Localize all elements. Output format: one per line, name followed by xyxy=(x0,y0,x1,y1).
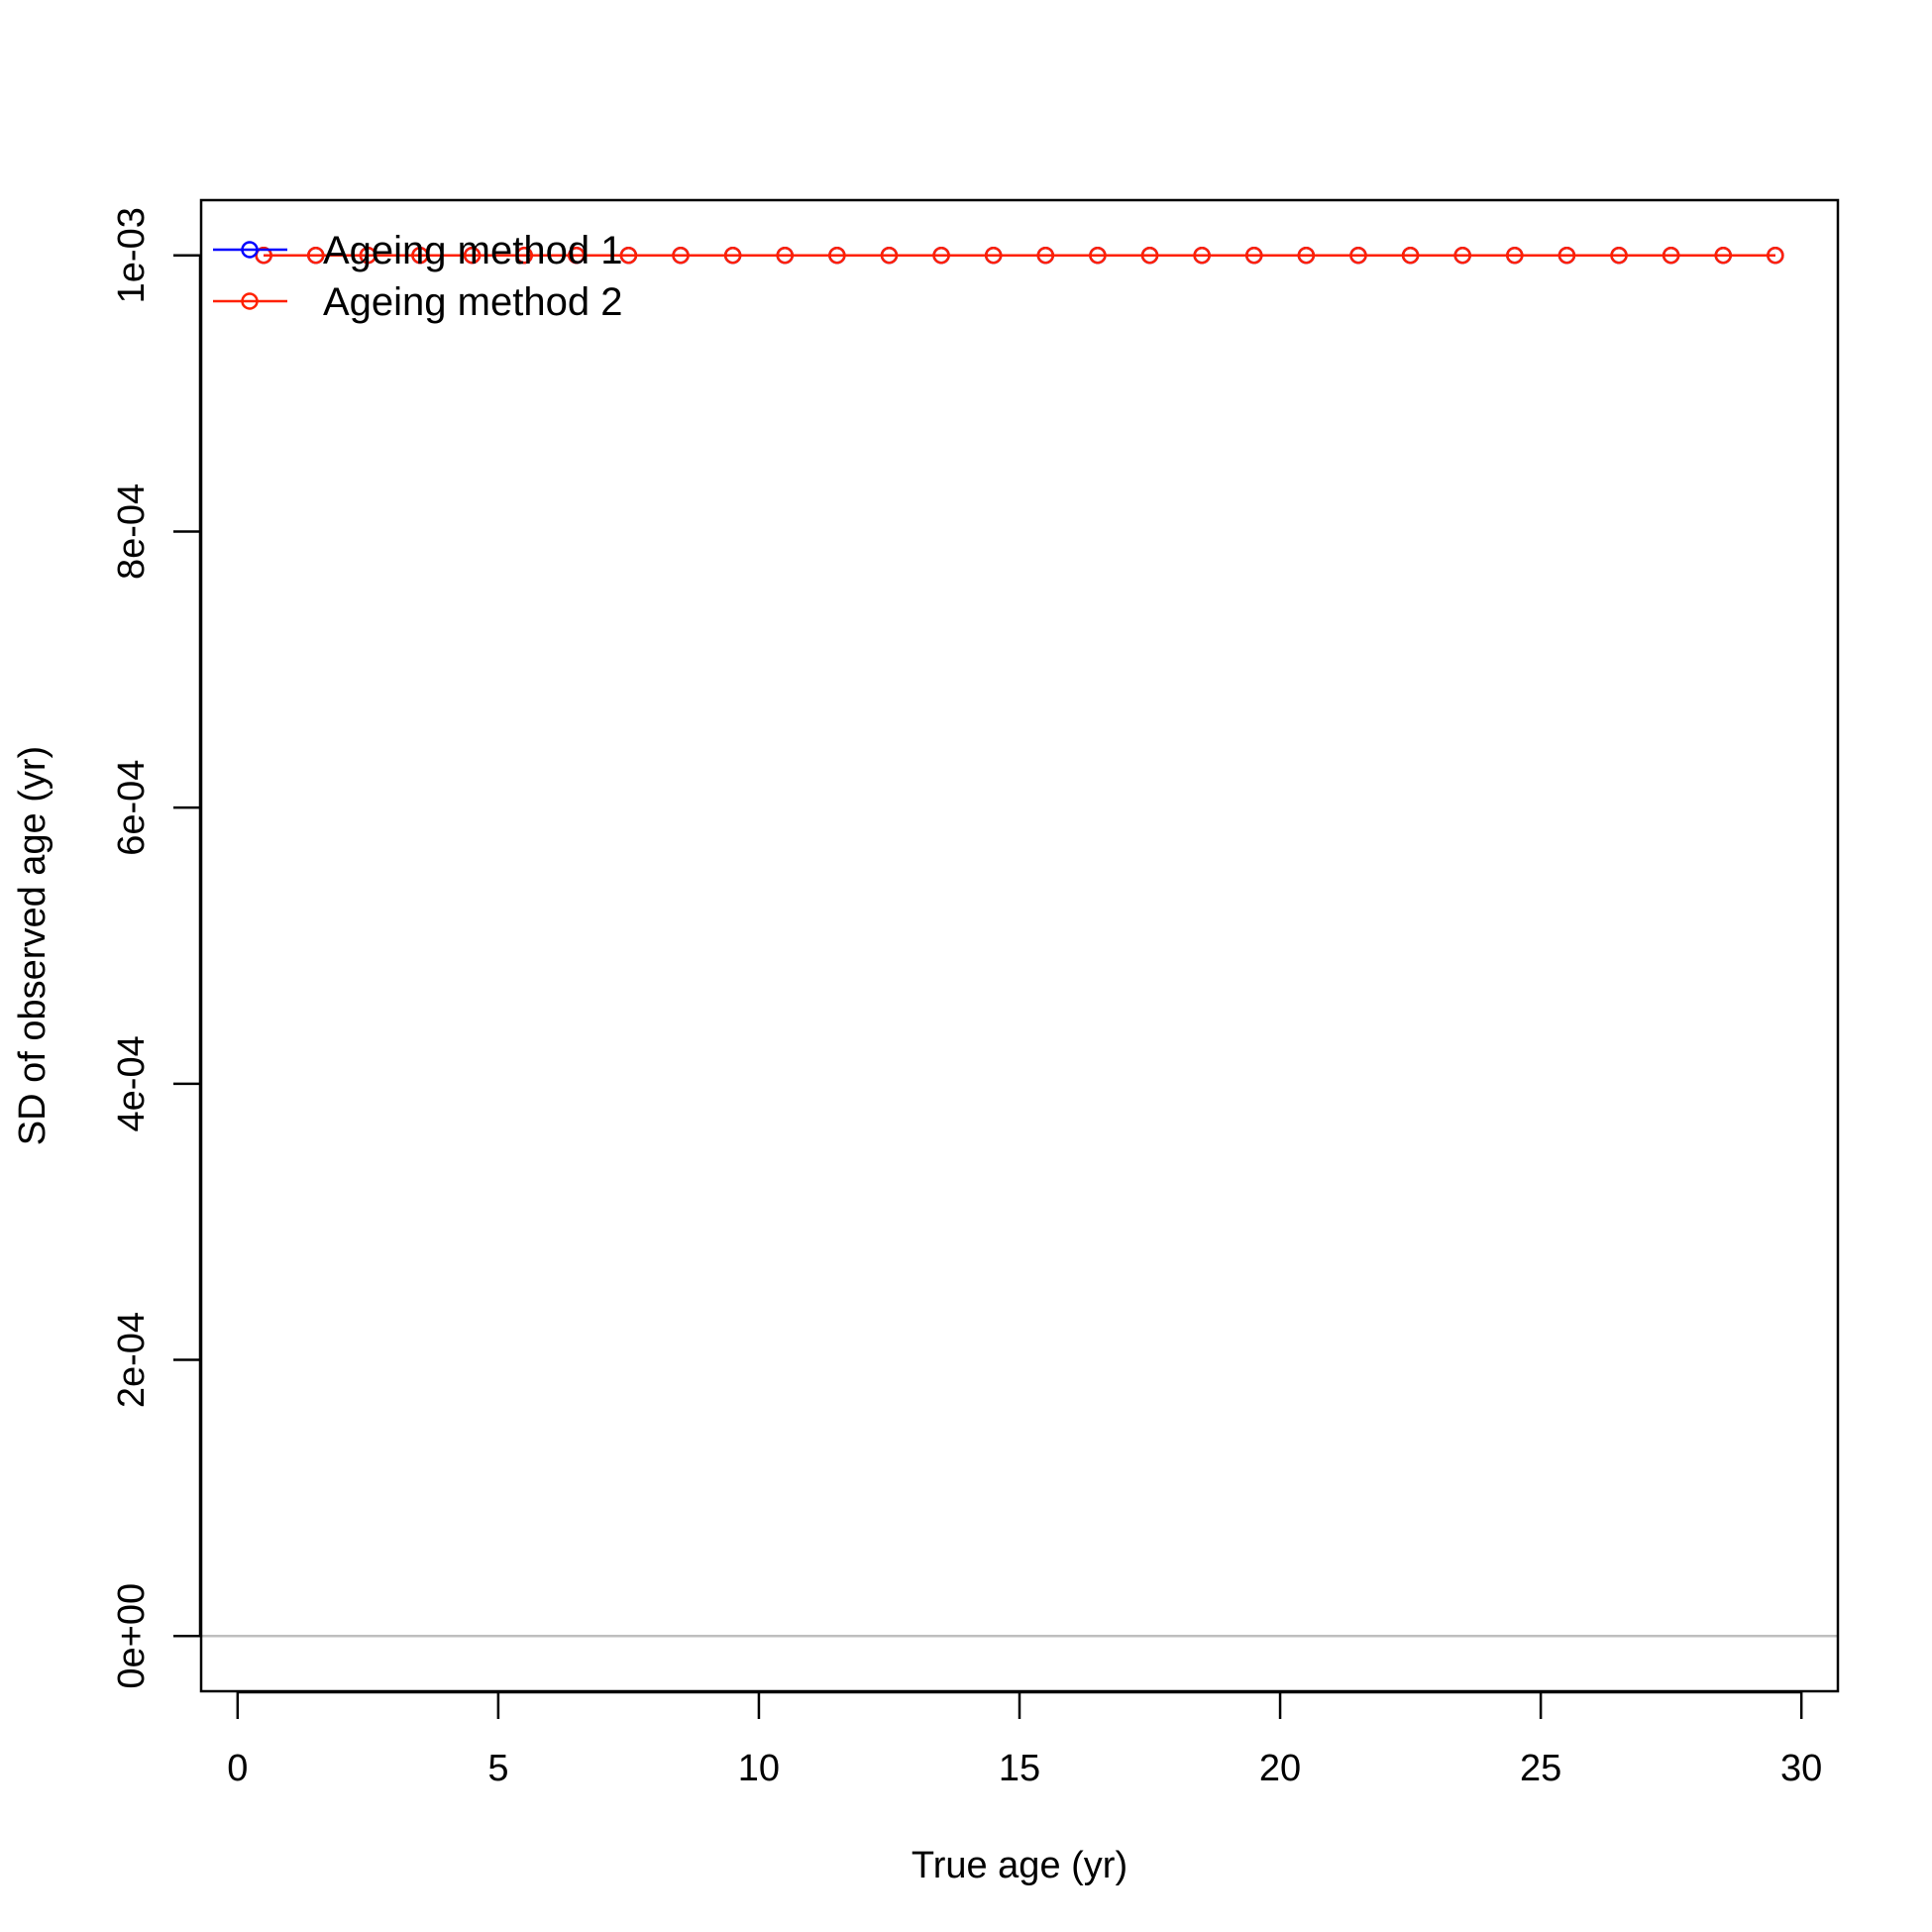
data-point xyxy=(1349,246,1367,265)
x-tick-label: 15 xyxy=(999,1748,1040,1789)
data-point xyxy=(306,246,325,265)
data-point xyxy=(672,246,690,265)
data-point xyxy=(776,246,794,265)
data-point xyxy=(1193,246,1211,265)
y-tick-label: 8e-04 xyxy=(111,483,153,580)
legend-label: Ageing method 2 xyxy=(323,280,622,324)
data-point xyxy=(1140,246,1159,265)
data-point xyxy=(1714,246,1733,265)
y-tick-label: 6e-04 xyxy=(111,760,153,856)
data-point xyxy=(984,246,1003,265)
y-axis-title: SD of observed age (yr) xyxy=(12,746,54,1145)
data-point xyxy=(515,246,533,265)
data-point xyxy=(1453,246,1471,265)
y-tick-label: 2e-04 xyxy=(111,1312,153,1408)
data-point xyxy=(880,246,899,265)
x-axis-title: True age (yr) xyxy=(912,1845,1127,1886)
legend-marker xyxy=(241,292,259,310)
data-point xyxy=(1089,246,1107,265)
data-point xyxy=(723,246,742,265)
data-point xyxy=(1767,246,1784,265)
y-tick-label: 4e-04 xyxy=(111,1035,153,1131)
legend-label: Ageing method 1 xyxy=(323,229,622,272)
data-point xyxy=(568,246,586,265)
data-point xyxy=(1401,246,1420,265)
legend: Ageing method 1 Ageing method 2 xyxy=(213,229,622,324)
data-point xyxy=(1506,246,1524,265)
x-tick-label: 5 xyxy=(487,1748,508,1789)
data-point xyxy=(255,246,272,265)
plot-frame xyxy=(199,198,1840,1693)
legend-item-1: Ageing method 1 xyxy=(213,229,622,272)
data-point xyxy=(1610,246,1628,265)
x-tick-label: 25 xyxy=(1520,1748,1561,1789)
x-tick-label: 20 xyxy=(1259,1748,1301,1789)
x-tick-label: 30 xyxy=(1780,1748,1822,1789)
x-tick-label: 10 xyxy=(738,1748,780,1789)
data-point xyxy=(1557,246,1576,265)
data-point xyxy=(1036,246,1055,265)
data-point xyxy=(932,246,950,265)
data-point xyxy=(1662,246,1680,265)
y-tick-label: 0e+00 xyxy=(111,1583,153,1689)
data-point xyxy=(619,246,638,265)
x-tick-label: 0 xyxy=(227,1748,248,1789)
series-layer xyxy=(255,246,1784,265)
y-tick-label: 1e-03 xyxy=(111,207,153,303)
y-axis: 0e+00 2e-04 4e-04 6e-04 8e-04 1e-03 xyxy=(111,207,202,1689)
data-point xyxy=(463,246,482,265)
legend-marker xyxy=(241,241,259,259)
data-point xyxy=(411,246,429,265)
data-point xyxy=(359,246,377,265)
data-point xyxy=(828,246,846,265)
series-2 xyxy=(255,246,1784,265)
legend-item-2: Ageing method 2 xyxy=(213,280,622,324)
x-axis: 0 5 10 15 20 25 30 xyxy=(227,1690,1822,1789)
data-point xyxy=(1297,246,1316,265)
data-point xyxy=(1245,246,1263,265)
